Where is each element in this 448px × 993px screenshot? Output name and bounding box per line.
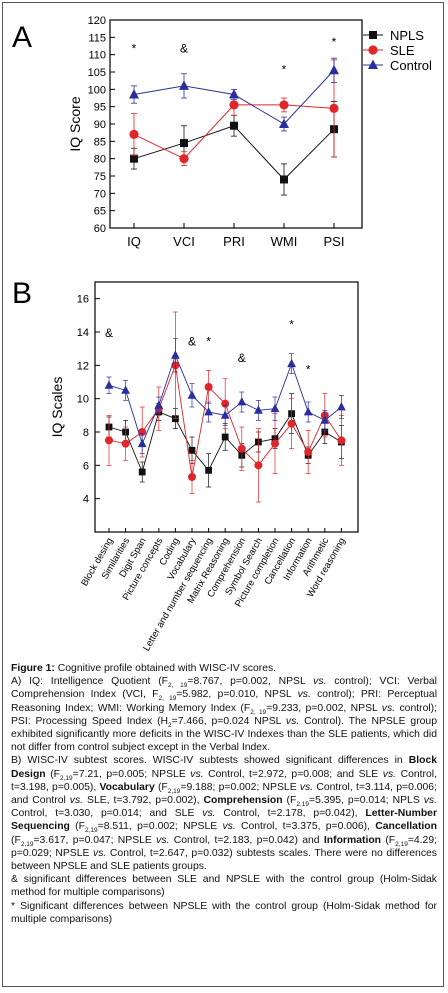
data-point-b — [187, 390, 197, 399]
data-point-b — [320, 415, 330, 424]
data-point-b — [104, 380, 114, 389]
y-axis-label-a: IQ Score — [67, 96, 83, 151]
data-point-b — [138, 468, 146, 476]
data-point-a — [179, 80, 189, 90]
x-tick-label-a: IQ — [127, 234, 141, 249]
y-tick-label-a: 80 — [94, 154, 106, 166]
annotation-b: * — [306, 363, 311, 377]
data-point-b — [303, 407, 313, 416]
x-tick-label-a: VCI — [173, 234, 195, 249]
legend-marker — [368, 45, 378, 55]
panel-label-a: A — [12, 21, 32, 54]
y-tick-label-a: 100 — [88, 84, 106, 96]
data-point-b — [154, 400, 164, 409]
y-tick-label-b: 6 — [83, 460, 89, 472]
data-point-a — [130, 154, 138, 163]
data-point-b — [121, 439, 130, 448]
y-tick-label-a: 105 — [88, 67, 106, 79]
y-tick-label-a: 90 — [94, 119, 106, 131]
legend-label: Control — [390, 58, 432, 73]
data-point-a — [129, 129, 139, 139]
data-point-b — [237, 444, 246, 453]
data-point-a — [229, 89, 239, 99]
y-tick-label-a: 120 — [88, 15, 106, 27]
y-tick-label-a: 95 — [94, 102, 106, 114]
y-tick-label-a: 70 — [94, 188, 106, 200]
y-tick-label-a: 85 — [94, 136, 106, 148]
legend-marker — [368, 59, 378, 69]
data-point-b — [204, 383, 213, 391]
data-point-b — [220, 410, 230, 419]
data-point-a — [230, 121, 238, 130]
data-point-b — [171, 350, 180, 359]
data-point-b — [137, 438, 147, 448]
panel-label-b: B — [12, 277, 32, 310]
data-point-b — [337, 436, 346, 445]
data-point-a — [329, 103, 339, 113]
annotation-b: & — [105, 326, 113, 340]
y-tick-label-b: 10 — [77, 394, 89, 406]
data-point-a — [329, 64, 339, 75]
y-tick-label-a: 110 — [88, 50, 106, 62]
data-point-b — [254, 405, 263, 414]
data-point-b — [221, 433, 229, 441]
annotation-a: * — [132, 42, 137, 56]
data-point-b — [188, 446, 196, 454]
data-point-a — [180, 139, 188, 148]
figure-charts: A B 60 65 70 75 80 85 90 95 100 105 110 115 120 IQ VCI PR… — [12, 15, 432, 653]
legend-marker — [369, 31, 377, 39]
annotation-b: * — [289, 318, 294, 332]
data-point-b — [337, 402, 346, 411]
caption-amp-note: & significant differences between SLE an… — [11, 874, 437, 899]
data-point-b — [304, 448, 313, 456]
y-tick-label-b: 16 — [77, 294, 89, 306]
data-point-a — [279, 100, 289, 110]
caption-title: Figure 1: Cognitive profile obtained wit… — [11, 663, 277, 674]
x-tick-label-a: PRI — [223, 234, 245, 249]
data-point-b — [287, 419, 296, 428]
data-point-b — [188, 473, 196, 481]
x-tick-label-a: PSI — [324, 234, 345, 249]
y-tick-label-b: 4 — [83, 494, 89, 506]
y-tick-label-a: 60 — [94, 223, 106, 235]
y-tick-label-b: 12 — [77, 360, 89, 372]
caption-part-a: A) IQ: Intelligence Quotient (F2, 19=8.7… — [11, 676, 437, 754]
data-point-a — [279, 118, 289, 128]
annotation-a: * — [282, 63, 287, 77]
annotation-a: & — [180, 42, 188, 56]
figure-frame — [2, 2, 444, 987]
figure-caption: Figure 1: Cognitive profile obtained wit… — [11, 662, 437, 984]
data-point-a — [179, 154, 189, 164]
caption-star-note: * Significant differences between NPSLE … — [11, 900, 437, 925]
y-tick-label-b: 8 — [83, 427, 89, 439]
data-point-a — [229, 100, 239, 110]
caption-part-b: B) WISC-IV subtest scores. WISC-IV subte… — [11, 755, 438, 873]
y-tick-label-a: 115 — [88, 32, 106, 44]
annotation-a: * — [332, 35, 337, 49]
data-point-b — [270, 403, 280, 413]
annotation-b: & — [188, 334, 196, 348]
annotation-b: & — [238, 351, 246, 365]
x-tick-label-a: WMI — [271, 234, 298, 249]
data-point-b — [205, 466, 212, 474]
plot-frame-b — [94, 281, 359, 533]
data-point-b — [287, 358, 296, 368]
data-point-b — [237, 397, 247, 406]
legend-label: SLE — [390, 43, 415, 58]
y-axis-label-b: IQ Scales — [49, 377, 65, 438]
annotation-b: * — [206, 334, 211, 348]
data-point-b — [121, 385, 130, 394]
data-point-b — [204, 407, 213, 416]
data-point-b — [105, 436, 113, 445]
data-point-b — [254, 461, 263, 470]
y-tick-label-b: 14 — [77, 327, 89, 339]
y-tick-label-a: 65 — [94, 206, 106, 218]
data-point-b — [271, 439, 279, 448]
data-point-a — [129, 89, 139, 99]
data-point-a — [280, 175, 288, 184]
y-tick-label-a: 75 — [94, 171, 106, 183]
legend-label: NPLS — [390, 28, 424, 43]
